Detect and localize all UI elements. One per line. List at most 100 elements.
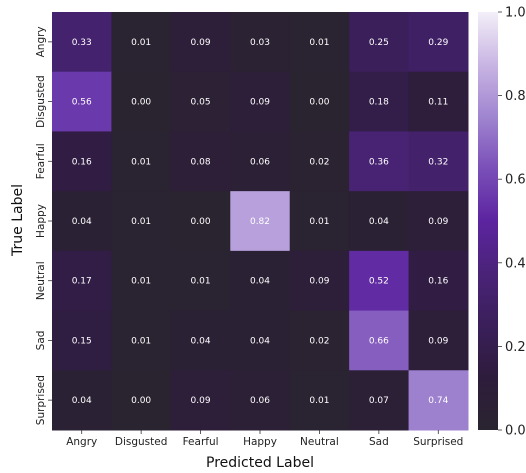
- heatmap-cell: [289, 71, 350, 132]
- cell-value-label: 0.09: [428, 336, 448, 346]
- x-tick-label: Neutral: [300, 436, 339, 448]
- heatmap-cell: [408, 131, 469, 192]
- colorbar-tick-label: 0.4: [505, 256, 526, 271]
- cell-value-label: 0.01: [309, 217, 329, 227]
- cell-value-label: 0.01: [131, 217, 151, 227]
- colorbar: [478, 12, 498, 430]
- cell-value-label: 0.00: [131, 396, 151, 406]
- heatmap-cell: [289, 191, 350, 252]
- heatmap-cell: [170, 250, 231, 312]
- cell-value-label: 0.74: [428, 396, 448, 406]
- cell-value-label: 0.04: [72, 217, 92, 227]
- heatmap-cell: [349, 131, 410, 192]
- cell-value-label: 0.09: [250, 98, 270, 108]
- heatmap-cell: [230, 191, 291, 252]
- colorbar-tick-label: 0.0: [505, 424, 526, 439]
- heatmap-cell: [170, 191, 231, 252]
- y-axis-label: True Label: [10, 184, 26, 257]
- heatmap-cell: [170, 12, 231, 73]
- cell-value-label: 0.15: [72, 336, 92, 346]
- heatmap-cell: [111, 191, 172, 252]
- y-tick-label: Disgusted: [35, 75, 47, 128]
- cell-value-label: 0.01: [309, 396, 329, 406]
- cell-value-label: 0.01: [131, 336, 151, 346]
- x-tick-label: Happy: [243, 436, 277, 448]
- heatmap-cell: [230, 250, 291, 312]
- cell-value-label: 0.09: [191, 38, 211, 48]
- y-tick-label: Fearful: [35, 143, 47, 179]
- cell-value-label: 0.01: [131, 157, 151, 167]
- heatmap-cell: [289, 131, 350, 192]
- y-tick-label: Surprised: [35, 375, 47, 425]
- heatmap-cell: [349, 370, 410, 431]
- colorbar-tick-label: 0.8: [505, 89, 526, 104]
- heatmap-cell: [52, 12, 112, 73]
- y-axis-ticks: Angry Disgusted Fearful Happy Neutral Sad Surp…: [35, 26, 52, 425]
- heatmap-cell: [52, 370, 112, 431]
- y-tick-label: Neutral: [35, 261, 47, 300]
- cell-value-label: 0.04: [72, 396, 92, 406]
- cell-value-label: 0.04: [250, 336, 270, 346]
- heatmap-cell: [52, 191, 112, 252]
- heatmap-cell: [52, 310, 112, 371]
- heatmap-cell: [111, 12, 172, 73]
- heatmap-cell: [170, 310, 231, 371]
- heatmap-cell: [289, 370, 350, 431]
- y-tick-label: Sad: [35, 331, 47, 351]
- cell-value-label: 0.02: [309, 336, 329, 346]
- cell-value-label: 0.56: [72, 98, 92, 108]
- heatmap-cell: [230, 370, 291, 431]
- cell-value-label: 0.00: [191, 217, 211, 227]
- x-tick-label: Sad: [369, 436, 389, 448]
- cell-value-label: 0.09: [191, 396, 211, 406]
- heatmap-cell: [230, 131, 291, 192]
- heatmap-cell: [349, 71, 410, 132]
- cell-value-label: 0.16: [428, 277, 448, 287]
- cell-value-label: 0.16: [72, 157, 92, 167]
- heatmap-cell: [170, 370, 231, 431]
- cell-value-label: 0.04: [250, 277, 270, 287]
- cell-value-label: 0.33: [72, 38, 92, 48]
- cell-value-label: 0.66: [369, 336, 389, 346]
- heatmap-cell: [289, 12, 350, 73]
- heatmap-cells: [52, 12, 469, 431]
- cell-value-label: 0.52: [369, 277, 389, 287]
- heatmap-cell: [111, 310, 172, 371]
- x-tick-label: Fearful: [183, 436, 219, 448]
- heatmap-cell: [408, 370, 469, 431]
- cell-value-label: 0.01: [309, 38, 329, 48]
- cell-value-label: 0.01: [131, 277, 151, 287]
- heatmap-cell: [111, 131, 172, 192]
- colorbar-tick-label: 1.0: [505, 6, 526, 21]
- heatmap-cell: [230, 71, 291, 132]
- heatmap-cell: [408, 191, 469, 252]
- heatmap-cell: [349, 191, 410, 252]
- cell-value-label: 0.32: [428, 157, 448, 167]
- heatmap-cell: [289, 310, 350, 371]
- x-tick-label: Angry: [66, 436, 97, 448]
- cell-value-label: 0.36: [369, 157, 389, 167]
- cell-value-label: 0.08: [191, 157, 211, 167]
- colorbar-tick-label: 0.6: [505, 173, 526, 188]
- heatmap-cell: [111, 250, 172, 312]
- cell-value-label: 0.18: [369, 98, 389, 108]
- cell-value-label: 0.09: [309, 277, 329, 287]
- cell-value-label: 0.02: [309, 157, 329, 167]
- cell-value-label: 0.17: [72, 277, 92, 287]
- cell-value-label: 0.82: [250, 217, 270, 227]
- x-tick-label: Surprised: [413, 436, 463, 448]
- heatmap-cell: [170, 71, 231, 132]
- heatmap-cell: [52, 71, 112, 132]
- heatmap-cell: [52, 131, 112, 192]
- x-axis-ticks: Angry Disgusted Fearful Happy Neutral Sad Surp…: [66, 430, 463, 448]
- x-tick-label: Disgusted: [115, 436, 168, 448]
- cell-value-label: 0.00: [309, 98, 329, 108]
- cell-value-label: 0.03: [250, 38, 270, 48]
- colorbar-tick-label: 0.2: [505, 340, 526, 355]
- heatmap-cell: [408, 71, 469, 132]
- cell-value-label: 0.06: [250, 396, 270, 406]
- cell-value-label: 0.04: [191, 336, 211, 346]
- cell-value-label: 0.11: [428, 98, 448, 108]
- heatmap-cell: [230, 310, 291, 371]
